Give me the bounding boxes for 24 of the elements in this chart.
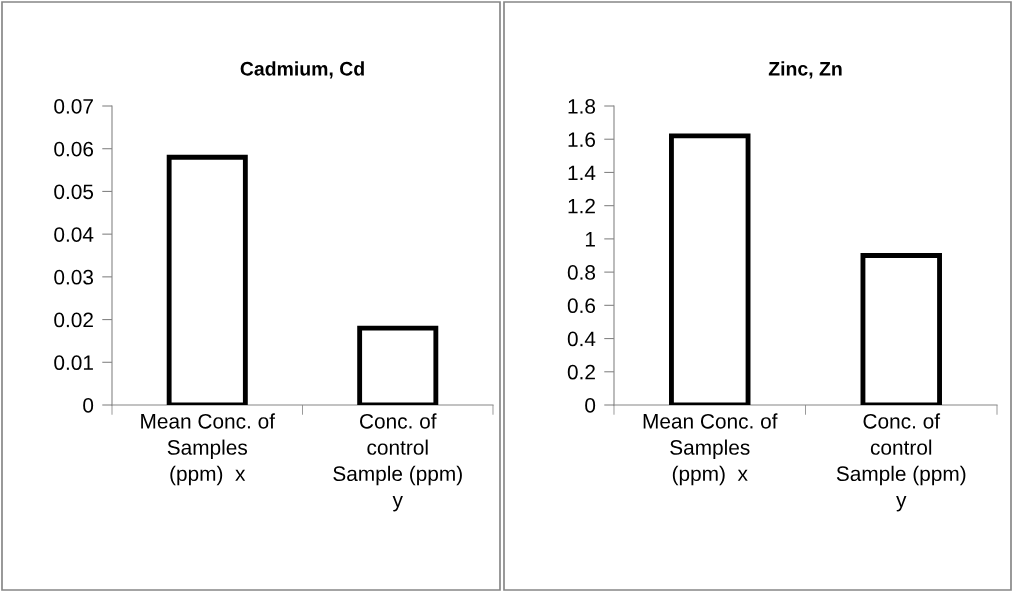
x-tick-label: Conc. of control Sample (ppm) y (333, 413, 462, 512)
y-tick-label: 0.2 (567, 364, 595, 380)
y-tick-label: 0.07 (54, 99, 93, 114)
y-tick-label: 1.6 (568, 132, 596, 147)
chart-title: Zinc, Zn (768, 61, 842, 79)
y-tick-label: 1.2 (568, 198, 595, 214)
y-tick-label: 0.04 (54, 227, 94, 242)
y-tick-label: 0.8 (567, 265, 596, 280)
y-tick-label: 0.06 (54, 141, 94, 157)
x-tick-label: Mean Conc. of Samples (ppm) x (643, 413, 778, 486)
y-tick-label: 0 (83, 398, 94, 413)
y-tick-label: 1.8 (568, 99, 596, 114)
y-tick-label: 0.03 (54, 269, 94, 285)
y-tick-label: 1.4 (568, 165, 596, 180)
x-tick-label: Mean Conc. of Samples (ppm) x (141, 413, 276, 486)
y-tick-label: 0.02 (54, 312, 93, 328)
y-tick-label: 0.6 (567, 298, 596, 314)
y-tick-label: 0.4 (567, 331, 596, 347)
y-tick-label: 0.01 (54, 355, 93, 371)
chart-title: Cadmium, Cd (240, 61, 364, 79)
x-tick-label: Conc. of control Sample (ppm) y (836, 413, 966, 512)
y-tick-label: 1 (585, 232, 595, 247)
y-tick-label: 0 (585, 398, 596, 413)
y-tick-label: 0.05 (54, 184, 94, 200)
